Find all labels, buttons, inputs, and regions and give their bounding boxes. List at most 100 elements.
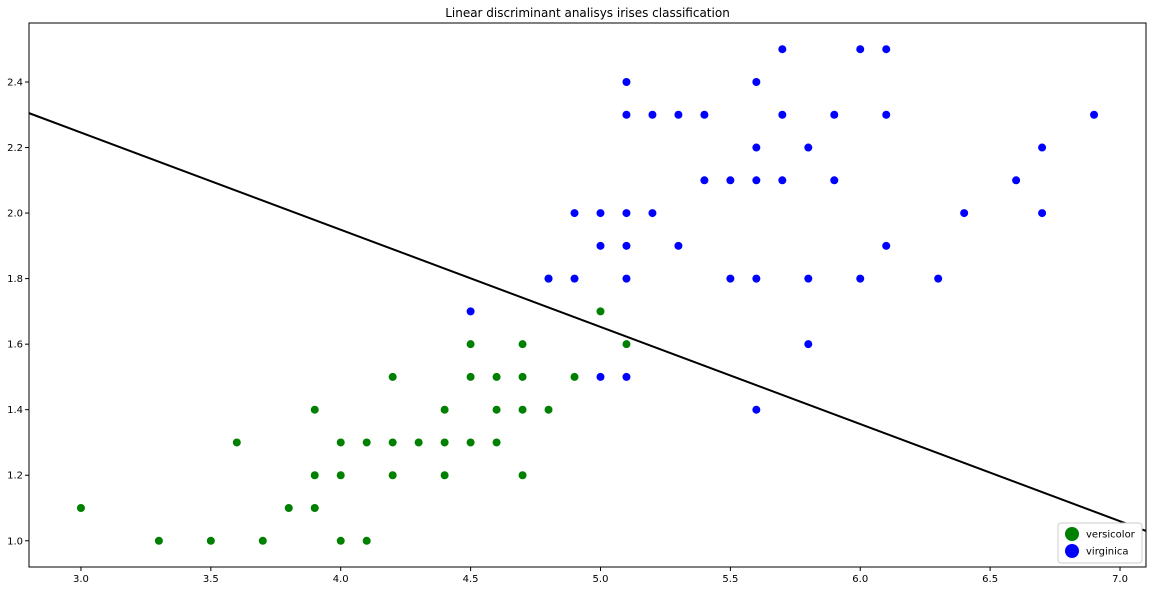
legend-box	[1057, 522, 1143, 564]
virginica-point	[570, 274, 579, 283]
virginica-point	[960, 209, 969, 218]
x-tick-label: 4.5	[463, 574, 479, 585]
virginica-point	[804, 143, 813, 152]
versicolor-point	[440, 438, 449, 447]
versicolor-point	[440, 405, 449, 414]
virginica-point	[752, 176, 761, 185]
y-tick-label: 1.0	[7, 536, 23, 547]
versicolor-point	[518, 471, 527, 480]
virginica-point	[726, 274, 735, 283]
virginica-point	[648, 110, 657, 119]
virginica-point	[596, 372, 605, 381]
legend-label-virginica: virginica	[1086, 547, 1129, 558]
versicolor-point	[466, 438, 475, 447]
x-axis: 3.0 3.5 4.0 4.5 5.0 5.5 6.0 6.5 7.0	[73, 567, 1128, 585]
versicolor-point	[154, 536, 163, 545]
virginica-point	[1038, 143, 1047, 152]
virginica-point	[726, 176, 735, 185]
virginica-point	[466, 307, 475, 316]
virginica-point	[622, 372, 631, 381]
versicolor-point	[336, 536, 345, 545]
versicolor-point	[206, 536, 215, 545]
virginica-point	[622, 274, 631, 283]
virginica-point	[778, 45, 787, 54]
virginica-point	[570, 209, 579, 218]
virginica-point	[544, 274, 553, 283]
virginica-point	[596, 209, 605, 218]
virginica-point	[778, 176, 787, 185]
versicolor-point	[284, 504, 293, 513]
virginica-point	[674, 241, 683, 250]
x-tick-label: 5.0	[593, 574, 609, 585]
versicolor-point	[362, 536, 371, 545]
versicolor-point	[622, 340, 631, 349]
y-tick-label: 1.6	[7, 340, 23, 351]
y-tick-label: 1.8	[7, 274, 23, 285]
virginica-point	[882, 110, 891, 119]
virginica-point	[830, 176, 839, 185]
virginica-point	[1012, 176, 1021, 185]
x-tick-label: 6.5	[982, 574, 998, 585]
versicolor-point	[466, 372, 475, 381]
virginica-point	[856, 45, 865, 54]
virginica-point	[752, 143, 761, 152]
virginica-point	[882, 241, 891, 250]
plot-frame	[28, 22, 1147, 568]
versicolor-point	[336, 438, 345, 447]
plot-area: 3.0 3.5 4.0 4.5 5.0 5.5 6.0 6.5 7.0 1.0 1.2 1.4 1.6…	[7, 22, 1147, 585]
versicolor-point	[544, 405, 553, 414]
versicolor-point	[388, 471, 397, 480]
versicolor-point	[414, 438, 423, 447]
y-tick-label: 1.4	[7, 405, 23, 416]
virginica-point	[674, 110, 683, 119]
versicolor-point	[310, 504, 319, 513]
virginica-point	[1090, 110, 1099, 119]
virginica-point	[856, 274, 865, 283]
y-tick-label: 2.0	[7, 209, 23, 220]
legend-marker-versicolor	[1065, 527, 1079, 541]
virginica-point	[622, 241, 631, 250]
x-tick-label: 7.0	[1112, 574, 1128, 585]
legend: versicolor virginica	[1057, 522, 1143, 564]
versicolor-point	[492, 405, 501, 414]
x-tick-label: 3.5	[203, 574, 219, 585]
versicolor-point	[518, 405, 527, 414]
versicolor-point	[518, 372, 527, 381]
versicolor-point	[388, 372, 397, 381]
virginica-point	[1038, 209, 1047, 218]
decision-line	[29, 112, 1146, 532]
y-tick-label: 2.2	[7, 143, 23, 154]
versicolor-point	[258, 536, 267, 545]
virginica-point	[622, 110, 631, 119]
versicolor-point	[232, 438, 241, 447]
chart-title: Linear discriminant analisys irises clas…	[445, 6, 730, 20]
virginica-point	[752, 274, 761, 283]
virginica-point	[752, 77, 761, 86]
x-tick-label: 6.0	[852, 574, 868, 585]
versicolor-point	[570, 372, 579, 381]
virginica-point	[700, 176, 709, 185]
y-tick-label: 1.2	[7, 471, 23, 482]
virginica-point	[804, 274, 813, 283]
legend-marker-virginica	[1065, 544, 1079, 558]
virginica-point	[830, 110, 839, 119]
decision-boundary	[29, 112, 1146, 532]
virginica-point	[596, 241, 605, 250]
x-tick-label: 5.5	[722, 574, 738, 585]
versicolor-point	[310, 405, 319, 414]
versicolor-point	[466, 340, 475, 349]
y-axis: 1.0 1.2 1.4 1.6 1.8 2.0 2.2 2.4	[7, 77, 29, 547]
versicolor-point	[596, 307, 605, 316]
legend-label-versicolor: versicolor	[1086, 530, 1136, 541]
data-points	[76, 45, 1099, 545]
virginica-point	[882, 45, 891, 54]
virginica-point	[804, 340, 813, 349]
versicolor-point	[310, 471, 319, 480]
virginica-point	[622, 209, 631, 218]
versicolor-point	[492, 372, 501, 381]
x-tick-label: 3.0	[73, 574, 89, 585]
versicolor-point	[440, 471, 449, 480]
versicolor-point	[362, 438, 371, 447]
virginica-point	[648, 209, 657, 218]
